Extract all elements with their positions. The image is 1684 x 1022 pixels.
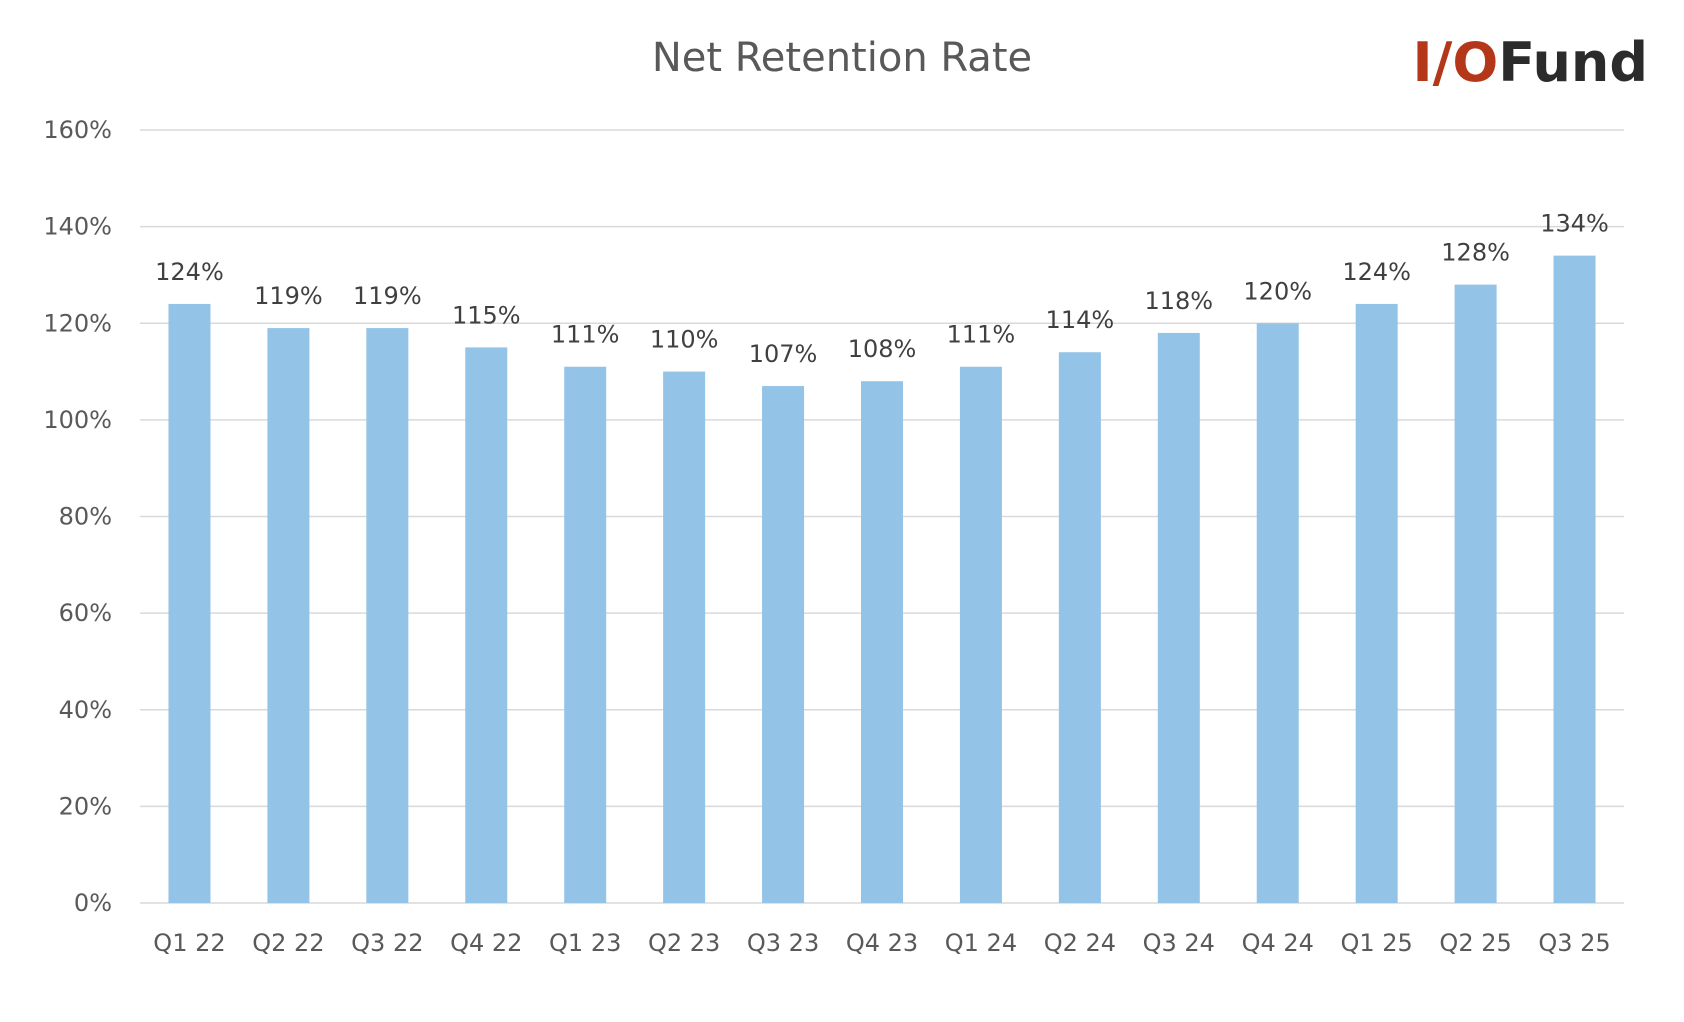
- x-tick-label: Q4 23: [846, 929, 918, 957]
- bar: [663, 371, 706, 903]
- bar: [267, 328, 310, 903]
- chart-title: Net Retention Rate: [652, 35, 1032, 81]
- x-axis-ticks: Q1 22 Q2 22 Q3 22 Q4 22 Q1 23 Q2 23 Q3 23 Q4 23…: [153, 929, 1610, 957]
- bar: [168, 303, 211, 903]
- data-label: 119%: [254, 282, 323, 310]
- bar: [762, 386, 805, 903]
- x-tick-label: Q2 22: [252, 929, 324, 957]
- bar: [564, 366, 607, 903]
- bar: [1553, 255, 1596, 904]
- y-tick-label: 140%: [43, 213, 112, 241]
- bar: [959, 366, 1002, 903]
- y-axis-ticks: 0% 20% 40% 60% 80% 100% 120% 140% 160%: [43, 116, 112, 917]
- x-tick-label: Q1 23: [549, 929, 621, 957]
- y-tick-label: 120%: [43, 309, 112, 337]
- y-tick-label: 0%: [74, 889, 112, 917]
- x-tick-label: Q1 24: [945, 929, 1017, 957]
- y-tick-label: 40%: [59, 696, 112, 724]
- y-tick-label: 20%: [59, 792, 112, 820]
- data-label: 110%: [650, 326, 719, 354]
- data-label: 120%: [1243, 277, 1312, 305]
- data-label: 134%: [1540, 210, 1609, 238]
- y-tick-label: 80%: [59, 503, 112, 531]
- x-tick-label: Q2 24: [1044, 929, 1116, 957]
- bar: [465, 347, 508, 903]
- x-tick-label: Q4 24: [1242, 929, 1314, 957]
- data-label: 128%: [1441, 239, 1510, 267]
- data-label: 118%: [1144, 287, 1213, 315]
- x-tick-label: Q3 22: [351, 929, 423, 957]
- bar: [366, 328, 409, 903]
- y-tick-label: 100%: [43, 406, 112, 434]
- x-tick-label: Q2 25: [1439, 929, 1511, 957]
- data-labels: 124% 119% 119% 115% 111% 110% 107% 108% 111% 114%…: [155, 210, 1609, 368]
- y-tick-label: 60%: [59, 599, 112, 627]
- data-label: 119%: [353, 282, 422, 310]
- data-label: 124%: [1342, 258, 1411, 286]
- bar: [1157, 332, 1200, 904]
- io-fund-logo: I/OFund: [1413, 31, 1648, 94]
- data-label: 111%: [947, 321, 1016, 349]
- data-label: 115%: [452, 301, 521, 329]
- data-label: 114%: [1046, 306, 1115, 334]
- svg-text:I/OFund: I/OFund: [1413, 31, 1648, 94]
- logo-fund-text: Fund: [1498, 31, 1648, 94]
- x-tick-label: Q3 24: [1143, 929, 1215, 957]
- bar: [861, 381, 903, 904]
- x-tick-label: Q1 25: [1341, 929, 1413, 957]
- logo-io-text: I/O: [1413, 31, 1499, 94]
- bar: [1454, 284, 1497, 904]
- data-label: 107%: [749, 340, 818, 368]
- data-label: 108%: [848, 335, 917, 363]
- data-label: 124%: [155, 258, 224, 286]
- x-tick-label: Q1 22: [153, 929, 225, 957]
- x-tick-label: Q2 23: [648, 929, 720, 957]
- y-tick-label: 160%: [43, 116, 112, 144]
- bar: [1058, 352, 1101, 903]
- x-tick-label: Q4 22: [450, 929, 522, 957]
- data-label: 111%: [551, 321, 620, 349]
- x-tick-label: Q3 25: [1538, 929, 1610, 957]
- bar: [1256, 323, 1299, 903]
- x-tick-label: Q3 23: [747, 929, 819, 957]
- bar: [1355, 303, 1398, 903]
- bars: [168, 255, 1596, 904]
